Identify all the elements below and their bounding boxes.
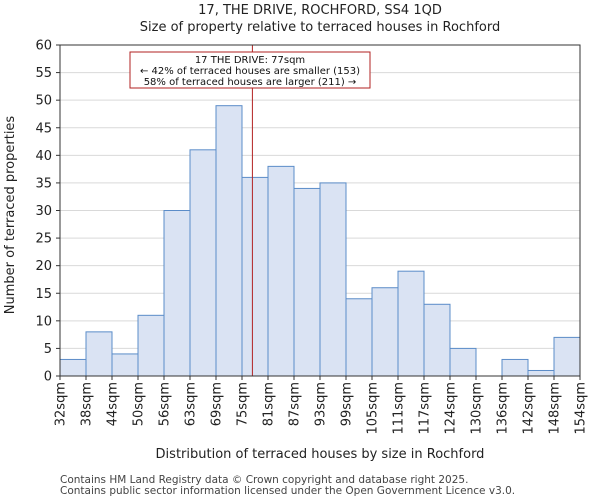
x-tick-label: 87sqm	[288, 382, 303, 426]
y-tick-label: 5	[44, 342, 52, 357]
annotation-line3: 58% of terraced houses are larger (211) …	[144, 77, 357, 88]
histogram-bar	[423, 303, 451, 377]
histogram-bar	[267, 165, 295, 377]
x-tick-label: 99sqm	[340, 382, 355, 426]
y-tick-label: 60	[35, 39, 52, 54]
x-tick-label: 81sqm	[262, 382, 277, 426]
x-tick-label: 44sqm	[106, 382, 121, 426]
y-tick-label: 15	[35, 287, 52, 302]
bars-group	[59, 105, 581, 377]
histogram-bar	[137, 314, 165, 377]
x-tick-label: 93sqm	[314, 382, 329, 426]
x-tick-label: 75sqm	[236, 382, 251, 426]
y-tick-label: 55	[35, 66, 52, 81]
histogram-bar	[449, 347, 477, 377]
histogram-bar	[553, 336, 581, 377]
footer-line1: Contains HM Land Registry data © Crown c…	[60, 474, 468, 486]
chart-title-line1: 17, THE DRIVE, ROCHFORD, SS4 1QD	[198, 3, 442, 18]
histogram-bar	[527, 369, 555, 377]
x-tick-label: 154sqm	[574, 382, 589, 435]
annotation-box: 17 THE DRIVE: 77sqm ← 42% of terraced ho…	[129, 51, 371, 89]
x-ticks: 32sqm 38sqm 44sqm 50sqm 56sqm 63sqm 69sqm 75sqm…	[54, 376, 589, 435]
histogram-bar	[59, 358, 87, 377]
chart-title-line2: Size of property relative to terraced ho…	[140, 20, 500, 35]
histogram-bar	[345, 298, 373, 377]
y-tick-label: 45	[35, 121, 52, 136]
histogram-bar	[189, 149, 217, 377]
annotation-line2: ← 42% of terraced houses are smaller (15…	[140, 66, 360, 77]
y-ticks: 0 5 10 15 20 25 30 35 40 45 50 55 60	[35, 39, 60, 385]
y-axis-label: Number of terraced properties	[3, 116, 18, 315]
x-tick-label: 142sqm	[522, 382, 537, 435]
histogram-bar	[241, 176, 269, 377]
histogram-bar	[501, 358, 529, 377]
y-tick-label: 25	[35, 232, 52, 247]
histogram-bar	[163, 210, 191, 377]
histogram-bar	[85, 331, 113, 377]
histogram-bar	[111, 353, 139, 377]
y-tick-label: 50	[35, 94, 52, 109]
x-tick-label: 69sqm	[210, 382, 225, 426]
histogram-bar	[371, 287, 399, 377]
y-tick-label: 30	[35, 204, 52, 219]
x-axis-label: Distribution of terraced houses by size …	[156, 447, 485, 462]
y-tick-label: 0	[44, 370, 52, 385]
x-tick-label: 124sqm	[444, 382, 459, 435]
x-tick-label: 130sqm	[470, 382, 485, 435]
y-tick-label: 40	[35, 149, 52, 164]
plot-frame	[59, 44, 581, 377]
annotation-rect	[129, 51, 371, 89]
footer-line2: Contains public sector information licen…	[60, 485, 515, 497]
y-tick-label: 35	[35, 176, 52, 191]
x-tick-label: 38sqm	[80, 382, 95, 426]
histogram-bar	[319, 182, 347, 377]
x-tick-label: 50sqm	[132, 382, 147, 426]
histogram-bar	[215, 105, 243, 377]
x-tick-label: 111sqm	[392, 382, 407, 435]
x-tick-label: 63sqm	[184, 382, 199, 426]
x-tick-label: 32sqm	[54, 382, 69, 426]
y-tick-label: 20	[35, 259, 52, 274]
histogram-bar	[293, 187, 321, 377]
x-tick-label: 148sqm	[548, 382, 563, 435]
histogram-bar	[397, 270, 425, 377]
x-tick-label: 105sqm	[366, 382, 381, 435]
x-tick-label: 136sqm	[496, 382, 511, 435]
x-tick-label: 117sqm	[418, 382, 433, 435]
y-tick-label: 10	[35, 314, 52, 329]
x-tick-label: 56sqm	[158, 382, 173, 426]
annotation-line1: 17 THE DRIVE: 77sqm	[195, 55, 305, 66]
